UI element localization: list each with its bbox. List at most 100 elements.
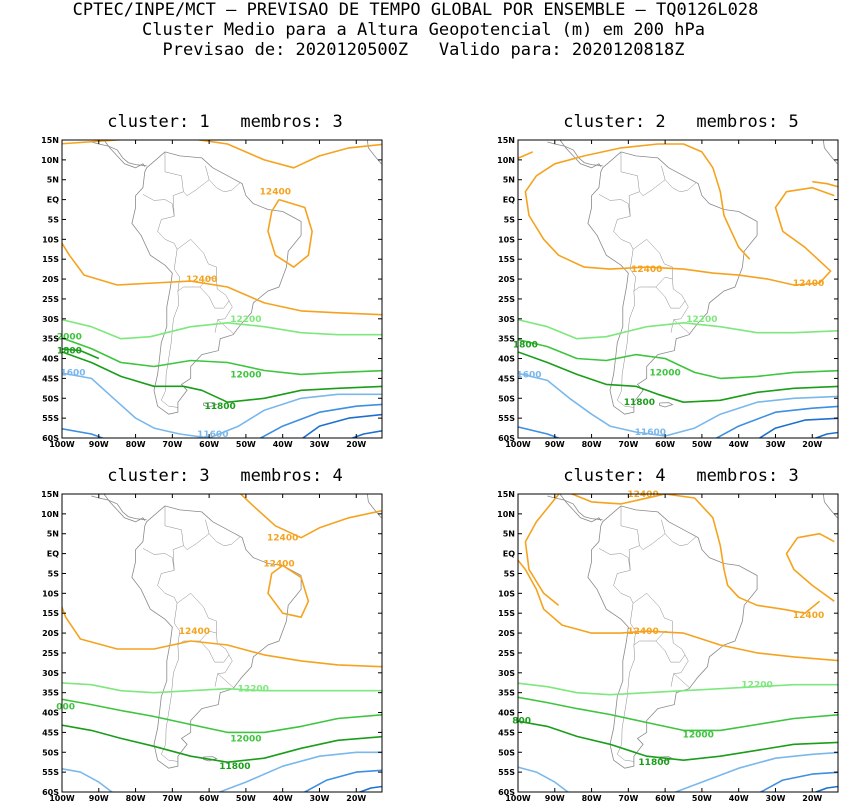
contour-label: 1600 [517, 370, 542, 380]
lon-tick-label: 90W [89, 440, 109, 449]
lat-tick-label: 10S [42, 235, 59, 244]
contour-label: 11800 [205, 402, 236, 412]
figure-dates: Previsao de: 2020120500Z Valido para: 20… [162, 40, 685, 60]
country-border [173, 603, 184, 646]
contour-11600 [518, 766, 570, 792]
lon-tick-label: 20W [802, 440, 822, 449]
contour-11400 [759, 771, 838, 792]
lat-tick-label: 60S [498, 788, 515, 797]
lon-tick-label: 20W [346, 794, 366, 803]
contour-11600 [518, 372, 838, 437]
country-border [632, 592, 673, 634]
contour-label: 12000 [683, 730, 714, 740]
contour-12400 [812, 180, 838, 188]
contour-12400 [239, 494, 382, 539]
country-border [598, 194, 611, 201]
contour-label: 000 [56, 703, 75, 713]
country-border [616, 644, 635, 762]
contour-11200 [350, 429, 382, 438]
lon-tick-label: 100W [505, 794, 531, 803]
contour-label: 12400 [627, 627, 658, 637]
country-border [172, 519, 210, 571]
lat-tick-label: EQ [503, 550, 515, 559]
contour-11800 [518, 720, 838, 761]
lat-tick-label: 10S [498, 235, 515, 244]
lat-tick-label: 15S [42, 609, 59, 618]
south-america-coastline [131, 151, 302, 415]
country-border [153, 553, 178, 604]
country-border [629, 249, 640, 292]
contour-label: 12200 [741, 681, 772, 691]
lat-tick-label: 40S [498, 709, 515, 718]
contour-label: 12200 [230, 315, 261, 325]
contour-label: 12000 [230, 370, 261, 380]
lat-tick-label: 20S [42, 629, 59, 638]
figure-subtitle: Cluster Medio para a Altura Geopotencial… [142, 20, 705, 40]
country-border [217, 319, 234, 335]
lat-tick-label: 5N [47, 176, 59, 185]
lat-tick-label: 40S [42, 709, 59, 718]
lon-tick-label: 20W [346, 440, 366, 449]
lat-tick-label: 10N [41, 510, 59, 519]
lat-tick-label: 35S [498, 689, 515, 698]
country-border [628, 165, 666, 217]
contour-12400 [569, 494, 821, 614]
country-border [639, 276, 673, 288]
contour-12400 [62, 604, 382, 668]
lat-tick-label: 45S [42, 374, 59, 383]
lat-tick-label: 15N [41, 490, 59, 499]
central-america-coast [91, 495, 147, 521]
lat-tick-label: 35S [42, 689, 59, 698]
lat-tick-label: 55S [42, 768, 59, 777]
country-border [160, 644, 179, 762]
country-border [153, 199, 178, 250]
lon-tick-label: 60W [655, 440, 675, 449]
lon-tick-label: 40W [729, 440, 749, 449]
contour-11400 [303, 769, 382, 792]
lon-tick-label: 30W [309, 440, 329, 449]
contour-12400 [267, 198, 313, 268]
contour-12200 [518, 682, 838, 696]
contour-label: 12400 [793, 611, 824, 621]
contour-12400 [518, 151, 534, 160]
country-border [616, 290, 635, 408]
map-frame [61, 493, 383, 793]
lat-tick-label: EQ [47, 550, 59, 559]
contour-12400 [785, 532, 835, 602]
lon-tick-label: 40W [729, 794, 749, 803]
contour-label: 1800 [57, 347, 82, 357]
lat-tick-label: 5N [47, 530, 59, 539]
contour-label: 12400 [631, 265, 662, 275]
country-border [664, 179, 697, 192]
lat-tick-label: 40S [42, 355, 59, 364]
contour-11200 [813, 785, 838, 792]
lat-tick-label: 5S [48, 569, 60, 578]
lat-tick-label: 10S [498, 589, 515, 598]
lat-tick-label: EQ [47, 196, 59, 205]
country-border [214, 654, 233, 687]
contour-label: 11600 [635, 428, 666, 438]
central-america-coast [547, 141, 603, 167]
country-border [208, 533, 241, 546]
contour-label: 12400 [186, 275, 217, 285]
lat-tick-label: 55S [498, 414, 515, 423]
country-border [183, 276, 217, 288]
lat-tick-label: 5S [504, 215, 516, 224]
figure-title: CPTEC/INPE/MCT — PREVISAO DE TEMPO GLOBA… [72, 0, 759, 20]
map-panel-cluster-2: 12400 12400 12200 1800 12000 1600 11800 11600 15… [497, 136, 839, 449]
lat-tick-label: 25S [498, 649, 515, 658]
contour-11800 [62, 351, 382, 403]
contour-12200 [62, 318, 382, 340]
falkland-islands [659, 756, 674, 762]
map-frame [61, 139, 383, 439]
lat-tick-label: 25S [498, 295, 515, 304]
country-border [609, 553, 634, 604]
lat-tick-label: 30S [42, 669, 59, 678]
lat-tick-label: 45S [42, 728, 59, 737]
contour-12400 [62, 241, 382, 316]
lat-tick-label: 10N [497, 510, 515, 519]
central-america-coast [547, 494, 602, 523]
country-border [164, 505, 184, 546]
contour-11400 [259, 403, 382, 438]
contour-11200 [357, 785, 382, 792]
